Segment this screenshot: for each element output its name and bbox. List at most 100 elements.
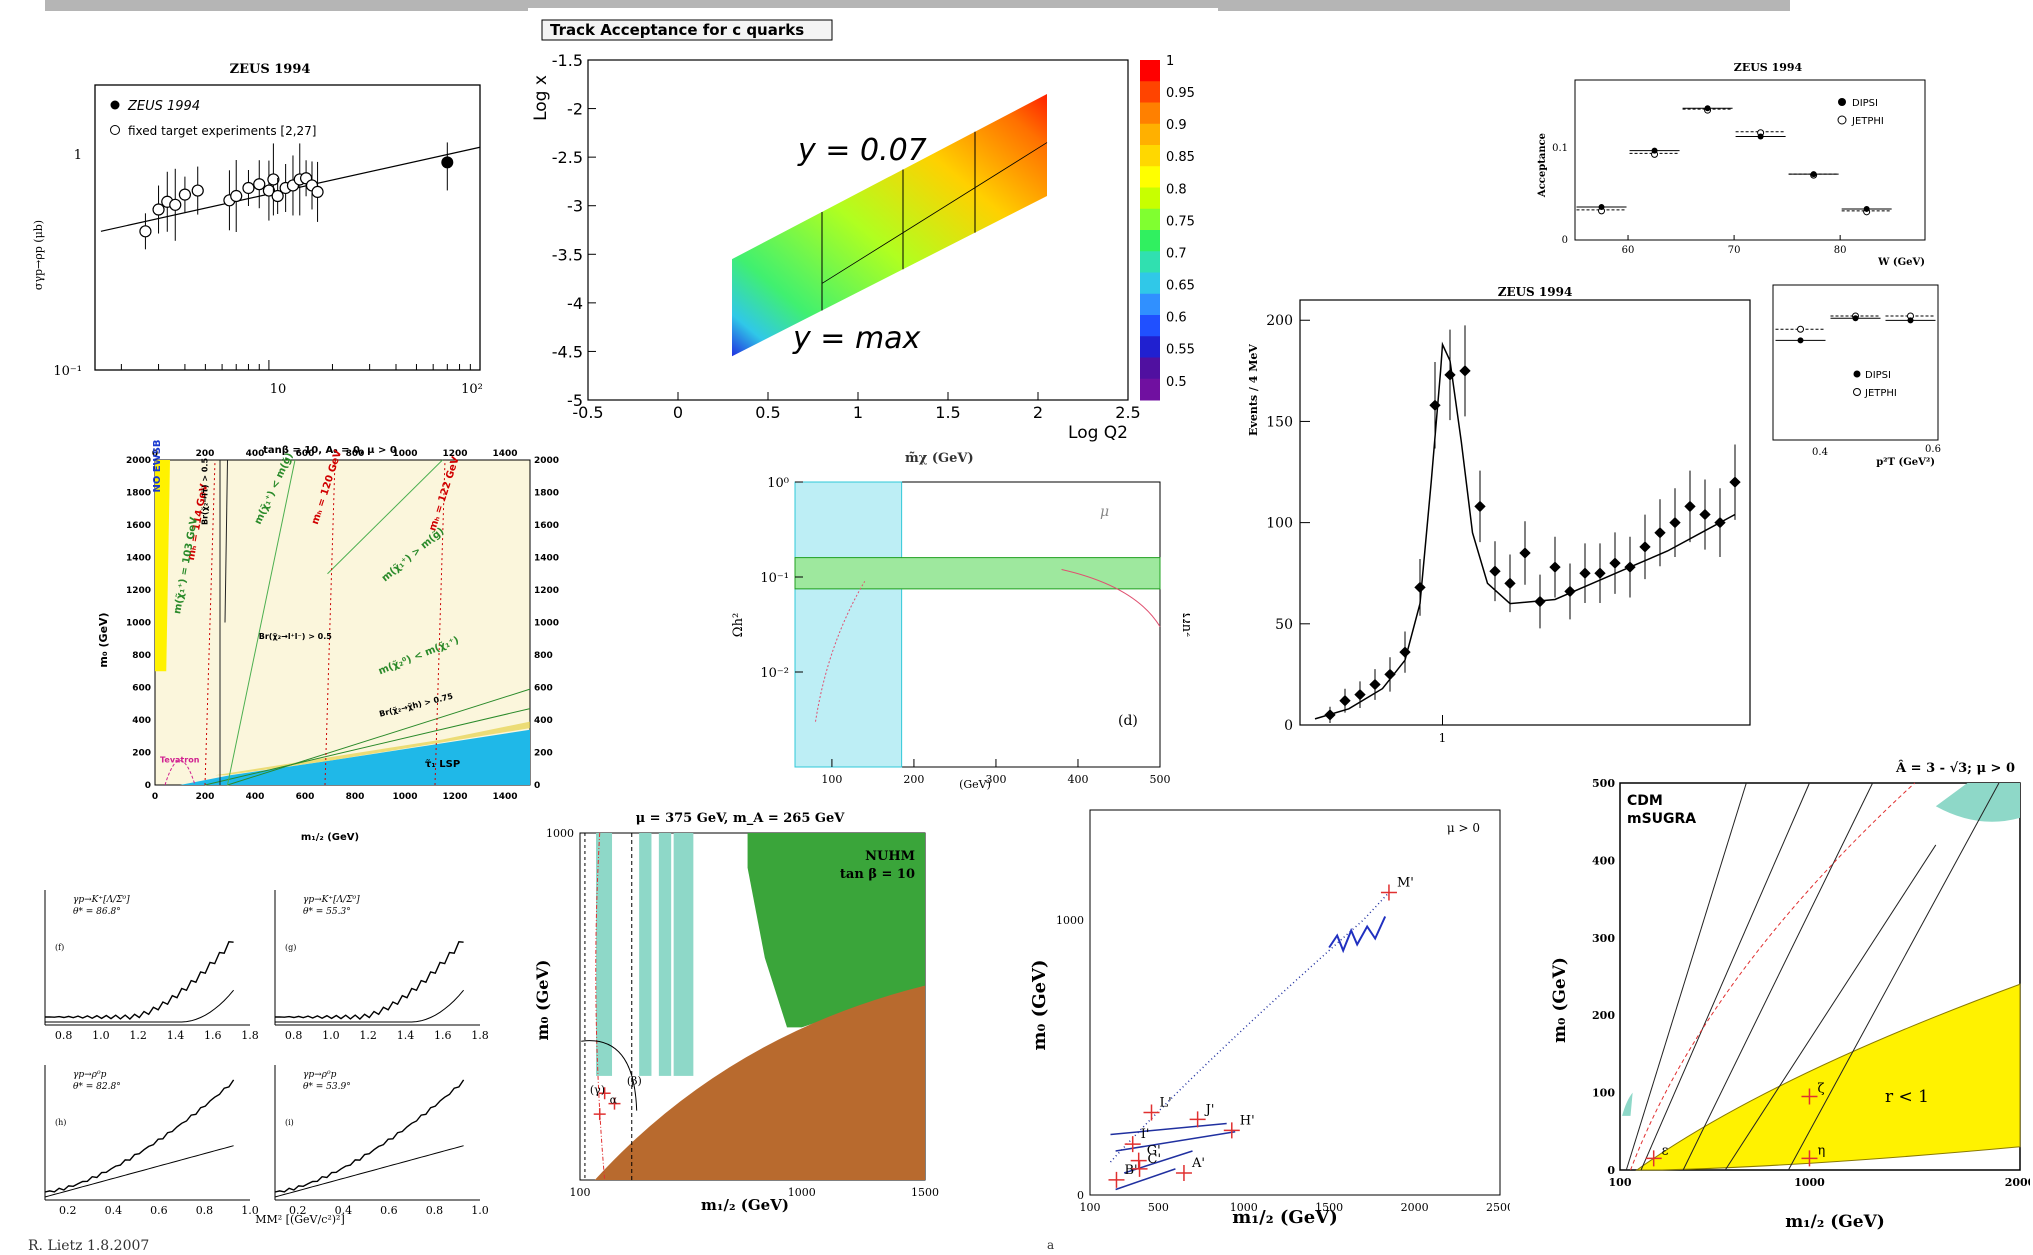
y-tick-label: 500 [1592, 777, 1615, 790]
x-tick-label: 1.6 [204, 1029, 222, 1042]
benchmark-marker [593, 1108, 606, 1121]
data-point [1444, 369, 1456, 381]
colorbar-label: 0.65 [1166, 279, 1195, 294]
bin-line [821, 142, 1048, 284]
y-tick-label: 0 [145, 781, 151, 791]
plot-frame [1299, 299, 1751, 726]
y-tick-label: 1200 [126, 586, 151, 596]
relic-curve-2 [815, 581, 866, 722]
background-curve [44, 1145, 234, 1198]
colorbar-label: 0.8 [1166, 182, 1187, 197]
benchmarks-svg: m₀ (GeV) m₁/₂ (GeV) μ > 0 L' J' H' I' G'C' B'… [1029, 809, 1510, 1228]
x-tick-label: 2.5 [1115, 403, 1140, 422]
y-tick-label: -2 [567, 100, 583, 119]
x-tick-label: 0.6 [380, 1204, 398, 1217]
y-tick-label: 0.1 [1552, 143, 1568, 154]
y-tick-label: 150 [1266, 414, 1293, 430]
x-tick-label: 100 [1609, 1176, 1632, 1189]
benchmark-marker [1223, 1122, 1240, 1139]
background-curve [275, 989, 464, 1023]
benchmark-label: H' [1240, 1113, 1255, 1128]
data-point [1639, 541, 1651, 553]
x-tick-label-top: 400 [246, 449, 265, 459]
benchmark-marker [1801, 1150, 1818, 1167]
chart-nuhm: μ = 375 GeV, m_A = 265 GeV m₀ (GeV) m₁/₂… [520, 805, 940, 1225]
x-tick-label: -0.5 [572, 403, 603, 422]
x-tick-label: 1 [1439, 731, 1447, 745]
benchmark-label: B' [1124, 1163, 1137, 1178]
colorbar-swatch [1140, 272, 1160, 295]
cropped-axis-label: m̃χ (GeV) [905, 451, 974, 466]
colorbar-swatch [1140, 187, 1160, 210]
x-tick-label: 200 [196, 792, 215, 802]
x-tick-label: 800 [346, 792, 365, 802]
colorbar-swatch [1140, 230, 1160, 252]
data-point [1714, 516, 1726, 529]
y-tick-label-right: 2000 [534, 456, 559, 466]
panel-tag: (i) [285, 1118, 294, 1127]
no-ewsb-region [155, 460, 170, 672]
x-tick-label: 1.4 [397, 1029, 415, 1042]
x-tick-label: 1500 [1315, 1201, 1343, 1214]
data-point [1489, 565, 1501, 577]
x-tick-label: 1000 [392, 792, 417, 802]
y-tick-label: -4.5 [552, 342, 583, 361]
chart-track-acceptance: Track Acceptance for c quarks Log x Log … [528, 8, 1218, 455]
y-tick-label: -5 [567, 391, 583, 410]
label-gamma: (γ) [590, 1083, 605, 1096]
x-tick-label: 500 [1148, 1201, 1169, 1214]
colorbar-label: 0.95 [1166, 86, 1195, 101]
y-tick-label: 100 [1592, 1087, 1615, 1100]
x-tick-label: 1000 [788, 1186, 816, 1199]
x-tick-label-top: 200 [196, 449, 215, 459]
data-point [1564, 585, 1576, 598]
label-r-lt-1: r < 1 [1885, 1087, 1929, 1107]
region-label: Br(χ̃₂→lτ̃) > 0.5 [200, 458, 210, 525]
panel-process: γp→ρ⁰p [73, 1070, 107, 1080]
chart-zeus-xsec: ZEUS 1994 σγp→ρp (μb) ZEUS 1994 fixed ta… [20, 55, 490, 420]
panel-tag: (d) [1118, 713, 1138, 729]
label-nuhm: NUHM [865, 849, 915, 864]
benchmark-marker [1130, 1152, 1147, 1169]
footer-center: a [1047, 1238, 1055, 1252]
x-axis-label: m₁/₂ (GeV) [1232, 1207, 1337, 1228]
colorbar-swatch [1140, 166, 1160, 188]
x-axis-label: Log Q2 [1068, 423, 1128, 443]
legend-marker-open [110, 125, 120, 135]
teal-strip [639, 833, 652, 1076]
label-msugra: mSUGRA [1627, 811, 1696, 827]
contour-line [224, 459, 228, 623]
chart-mm2: MM² [(GeV/c²)²] γp→K⁺[Λ/Σ⁰] θ* = 86.8° (f)… [20, 880, 490, 1230]
legend-dipsi: DIPSI [1865, 370, 1891, 381]
background-curve [274, 1145, 464, 1198]
y-tick-label: -4 [567, 294, 583, 313]
data-point-open [242, 181, 255, 195]
chart-title: Track Acceptance for c quarks [550, 21, 804, 39]
contour-line [227, 688, 531, 786]
data-point [1609, 557, 1621, 569]
chart-omega-d: m̃χ (GeV) Ωh² Ωh² μ (d) (GeV) 10⁰ 10⁻¹ 10⁻… [720, 450, 1190, 790]
x-tick-label: 0.6 [1925, 444, 1941, 455]
y-axis-label: Ωh² [731, 613, 746, 637]
contour-line [1787, 782, 2000, 1171]
x-tick-label: 1.6 [434, 1029, 452, 1042]
plot-frame [1089, 809, 1501, 1196]
y-tick-label: -1.5 [552, 51, 583, 70]
benchmark-label: ζ [1817, 1081, 1824, 1096]
benchmark-marker [1143, 1104, 1160, 1121]
x-tick-label: 70 [1728, 245, 1741, 256]
y-tick-label: 10⁻¹ [760, 571, 789, 586]
contour-line [1640, 782, 1810, 1171]
benchmark-label: J' [1204, 1102, 1215, 1117]
panel-angle: θ* = 53.9° [303, 1082, 351, 1092]
x-tick-label: 100 [1080, 1201, 1101, 1214]
data-point [1414, 581, 1426, 594]
data-point [1699, 508, 1711, 521]
x-tick-label: 500 [1150, 773, 1171, 786]
x-tick-label: 1 [853, 403, 863, 422]
higgs-contour [324, 459, 336, 786]
data-point [1504, 577, 1516, 589]
x-tick-label: 10 [270, 382, 287, 397]
data-point-open [178, 188, 192, 201]
x-tick-label: 1.0 [92, 1029, 110, 1042]
